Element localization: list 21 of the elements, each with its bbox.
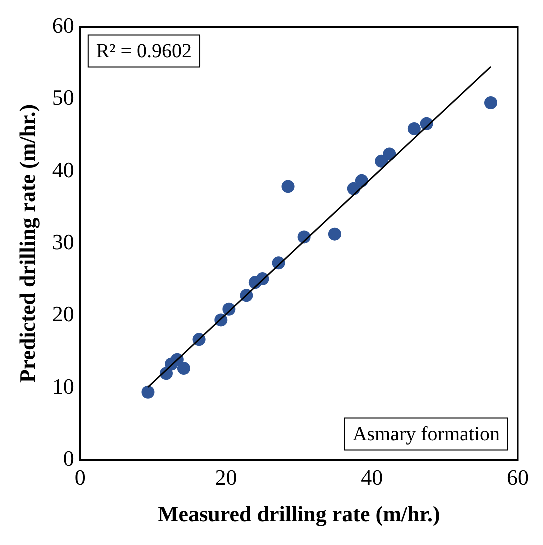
point — [484, 96, 498, 110]
y-tick-label: 20 — [52, 302, 74, 327]
y-tick-label: 30 — [52, 229, 74, 254]
point — [142, 386, 155, 399]
y-tick-label: 60 — [52, 12, 74, 38]
x-tick-label: 20 — [215, 465, 238, 490]
x-tick-label: 40 — [361, 465, 384, 490]
point — [408, 122, 421, 136]
y-axis-title: Predicted drilling rate (m/hr.) — [14, 104, 40, 384]
point — [383, 148, 396, 161]
x-axis-title: Measured drilling rate (m/hr.) — [158, 501, 440, 526]
point — [328, 228, 342, 241]
y-tick-label: 50 — [52, 85, 74, 110]
point — [282, 180, 295, 194]
y-tick-label: 10 — [52, 374, 74, 399]
y-tick-label: 40 — [52, 157, 74, 182]
y-tick-label: 0 — [63, 446, 74, 471]
annotation: Asmary formation — [352, 423, 500, 446]
point — [177, 362, 190, 376]
x-tick-label: 60 — [507, 465, 529, 490]
annotation: R² = 0.9602 — [96, 40, 192, 62]
